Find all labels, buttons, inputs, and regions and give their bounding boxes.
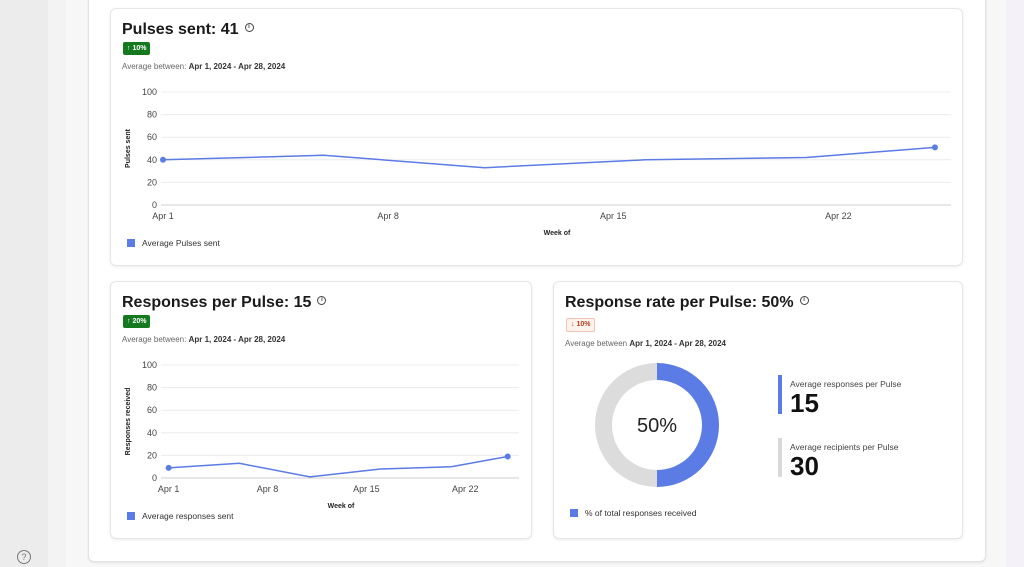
info-icon[interactable]: i — [244, 23, 254, 33]
responses-title: Responses per Pulse: 15 i — [122, 294, 327, 312]
help-icon[interactable]: ? — [17, 550, 31, 564]
y-tick-label: 100 — [142, 360, 157, 370]
response-rate-donut: 50% — [595, 363, 719, 487]
donut-center-label: 50% — [637, 415, 677, 437]
stat-bar-recipients — [778, 438, 782, 477]
responses-legend-label: Average responses sent — [142, 511, 234, 521]
responses-card: Responses per Pulse: 15 i ↑ 20% Average b… — [110, 281, 532, 539]
responses-average-range: Average between: Apr 1, 2024 - Apr 28, 2… — [122, 335, 285, 344]
x-axis-label: Week of — [328, 503, 355, 510]
pulses-average-dates: Apr 1, 2024 - Apr 28, 2024 — [188, 62, 286, 71]
y-tick-label: 0 — [152, 200, 157, 210]
rate-change-badge: ↓ 10% — [566, 318, 596, 332]
left-rail — [0, 0, 48, 567]
pulses-sent-title-text: Pulses sent: 41 — [122, 21, 239, 38]
x-tick-label: Apr 22 — [452, 484, 479, 494]
info-icon[interactable]: i — [317, 296, 327, 306]
y-tick-label: 40 — [147, 155, 157, 165]
data-point — [165, 464, 172, 471]
stat-label-recipients: Average recipients per Pulse — [790, 442, 899, 452]
responses-average-prefix: Average between: — [122, 335, 187, 344]
y-tick-label: 60 — [147, 405, 157, 415]
y-tick-label: 60 — [147, 132, 157, 142]
series-line — [168, 455, 508, 478]
y-axis-label: Responses received — [125, 388, 132, 456]
responses-legend: Average responses sent — [127, 511, 234, 521]
x-tick-label: Apr 1 — [152, 211, 174, 221]
stat-value-recipients: 30 — [790, 451, 819, 481]
donut-slice — [595, 363, 657, 487]
y-tick-label: 20 — [147, 450, 157, 460]
x-tick-label: Apr 22 — [825, 211, 852, 221]
y-tick-label: 100 — [142, 87, 157, 97]
data-point — [931, 144, 938, 151]
legend-swatch — [570, 509, 578, 517]
x-tick-label: Apr 8 — [257, 484, 279, 494]
y-tick-label: 80 — [147, 383, 157, 393]
stat-bar-responses — [778, 375, 782, 414]
response-rate-title: Response rate per Pulse: 50% i — [565, 294, 809, 312]
responses-line-chart: 0 20 40 60 80 100 Apr 1 Apr 8 Apr 15 Apr 22 Week o… — [125, 360, 519, 510]
info-icon[interactable]: i — [799, 296, 809, 306]
y-tick-label: 20 — [147, 177, 157, 187]
data-point — [504, 453, 511, 460]
data-point — [160, 156, 166, 163]
right-rail — [1006, 0, 1024, 567]
responses-average-dates: Apr 1, 2024 - Apr 28, 2024 — [188, 335, 286, 344]
pulses-line-chart: 0 20 40 60 80 100 Apr 1 Apr 8 Apr 15 Apr 22 Week o… — [125, 87, 951, 237]
pulses-average-prefix: Average between: — [122, 62, 187, 71]
pulses-sent-card: Pulses sent: 41 i ↑ 10% Average between: … — [110, 8, 963, 266]
pulses-sent-title: Pulses sent: 41 i — [122, 21, 254, 39]
rate-average-range: Average between Apr 1, 2024 - Apr 28, 20… — [565, 339, 726, 348]
response-rate-card: Response rate per Pulse: 50% i ↓ 10% Aver… — [553, 281, 963, 539]
response-rate-title-text: Response rate per Pulse: 50% — [565, 294, 794, 311]
rate-average-prefix: Average between — [565, 339, 628, 348]
x-axis-label: Week of — [544, 230, 571, 237]
legend-swatch — [127, 512, 135, 520]
x-tick-label: Apr 15 — [600, 211, 627, 221]
y-tick-label: 80 — [147, 110, 157, 120]
y-tick-label: 40 — [147, 428, 157, 438]
x-tick-label: Apr 8 — [377, 211, 399, 221]
pulses-change-badge: ↑ 10% — [123, 42, 151, 55]
series-line — [162, 146, 935, 169]
legend-swatch — [127, 239, 135, 247]
rate-legend: % of total responses received — [570, 508, 697, 518]
x-tick-label: Apr 15 — [353, 484, 380, 494]
x-tick-label: Apr 1 — [158, 484, 180, 494]
responses-change-badge: ↑ 20% — [123, 315, 151, 328]
y-axis-label: Pulses sent — [125, 128, 132, 168]
donut-slice — [657, 363, 719, 487]
stat-value-responses: 15 — [790, 388, 819, 418]
rate-legend-label: % of total responses received — [585, 508, 697, 518]
responses-title-text: Responses per Pulse: 15 — [122, 294, 312, 311]
stat-label-responses: Average responses per Pulse — [790, 379, 902, 389]
rate-average-dates: Apr 1, 2024 - Apr 28, 2024 — [629, 339, 727, 348]
y-tick-label: 0 — [152, 473, 157, 483]
pulses-legend-label: Average Pulses sent — [142, 238, 220, 248]
pulses-average-range: Average between: Apr 1, 2024 - Apr 28, 2… — [122, 62, 285, 71]
pulses-legend: Average Pulses sent — [127, 238, 220, 248]
